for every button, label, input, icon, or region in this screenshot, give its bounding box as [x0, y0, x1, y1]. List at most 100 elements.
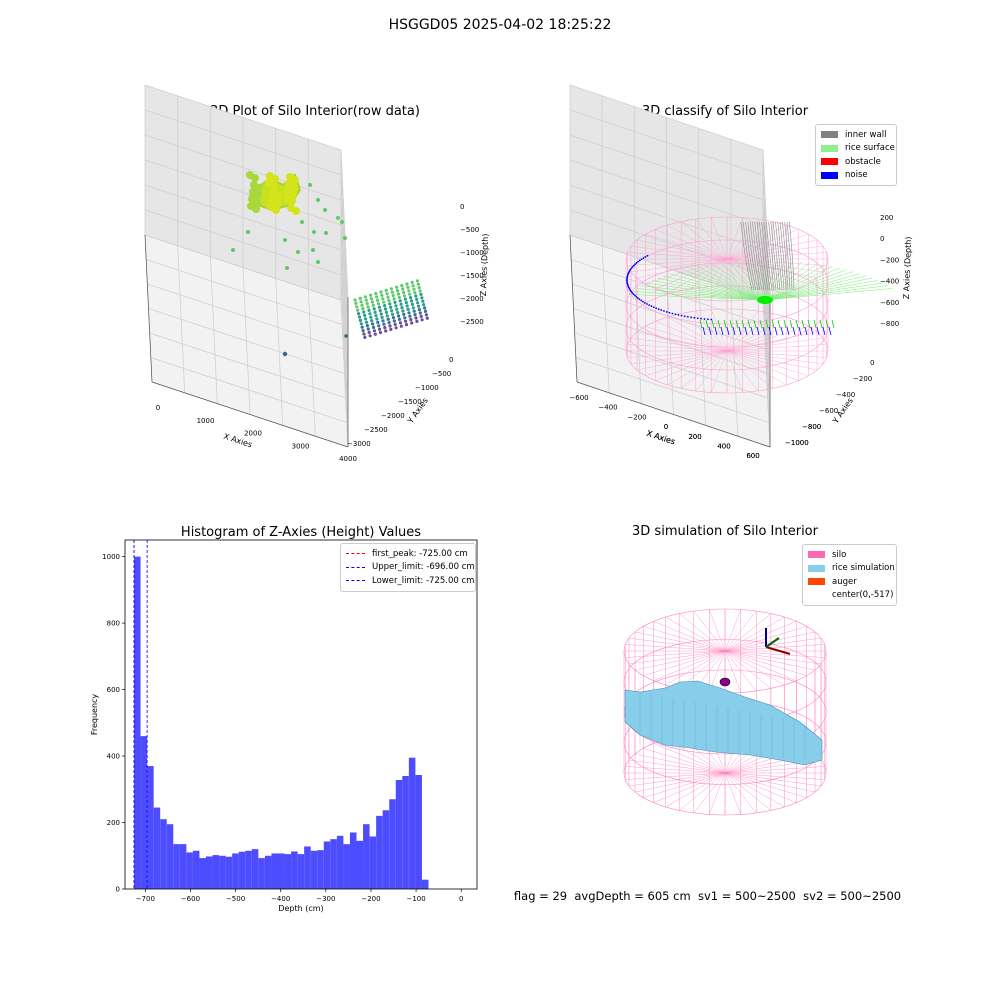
- surface-stroke: [786, 326, 790, 336]
- raw-point: [379, 312, 383, 316]
- inner-wall-line: [770, 221, 779, 291]
- legend-item-first-peak: first_peak: -725.00 cm: [346, 547, 470, 561]
- silo-spoke: [724, 772, 825, 780]
- inner-wall-line: [747, 221, 759, 291]
- surface-stroke: [816, 326, 820, 336]
- silo-spoke: [724, 621, 797, 652]
- raw-point: [382, 322, 386, 326]
- histogram-bar: [160, 819, 167, 889]
- raw-point: [373, 310, 377, 314]
- grid-line: [340, 149, 349, 298]
- raw-point: [415, 319, 419, 323]
- surface-stroke: [822, 326, 826, 336]
- raw-point: [383, 304, 387, 308]
- z-axis-label: Z Axies (Depth): [479, 233, 490, 296]
- histogram-bar: [134, 556, 141, 889]
- x-tick-label: −200: [361, 895, 380, 903]
- y-tick-label: −1500: [398, 398, 422, 406]
- silo-spoke: [724, 610, 757, 652]
- silo-spoke: [693, 772, 726, 814]
- raw-point: [393, 322, 397, 326]
- rice-surface-line: [651, 280, 766, 301]
- silo-spoke: [724, 772, 741, 815]
- raw-point: [418, 289, 422, 293]
- x-tick-label: 0: [459, 895, 463, 903]
- raw-point: [340, 220, 344, 224]
- axis-line: [688, 420, 771, 448]
- raw-point: [383, 326, 387, 330]
- raw-point: [343, 236, 347, 240]
- raw-point: [410, 302, 414, 306]
- raw-point: [358, 296, 362, 300]
- legend-swatch: [808, 578, 825, 586]
- inner-wall-line: [761, 221, 771, 291]
- noise-point: [626, 278, 628, 281]
- raw-point: [353, 298, 357, 302]
- raw-point: [357, 312, 361, 316]
- surface-stroke: [750, 326, 754, 336]
- surface-stroke: [717, 319, 721, 329]
- rice-surface-line: [764, 285, 888, 301]
- rice-surface-line: [682, 269, 766, 301]
- grid-line: [144, 84, 342, 151]
- silo-spoke: [724, 766, 825, 774]
- raw-point: [393, 300, 397, 304]
- silo-spoke: [726, 313, 773, 352]
- x-axis-label: X Axies: [645, 429, 676, 447]
- raw-point: [368, 334, 372, 338]
- x-axis-label: Depth (cm): [278, 904, 323, 913]
- silo-spoke: [726, 350, 827, 358]
- rice-surface-line: [704, 264, 766, 301]
- silo-spoke: [665, 772, 726, 808]
- rice-surface-line: [669, 273, 766, 301]
- raw-point: [397, 295, 401, 299]
- silo-spoke: [726, 258, 787, 294]
- silo-spoke: [625, 772, 726, 780]
- histogram-plot[interactable]: Histogram of Z-Axies (Height) Values −700…: [0, 500, 500, 920]
- noise-point: [635, 262, 638, 264]
- grid-line: [144, 234, 342, 301]
- x-tick-label: −200: [627, 420, 646, 421]
- inner-wall-line: [754, 221, 765, 291]
- silo-spoke: [711, 217, 728, 260]
- y-tick-label: −1000: [415, 384, 439, 392]
- z-tick-label: −1500: [460, 272, 484, 280]
- raw-point: [377, 305, 381, 309]
- raw-point: [366, 327, 370, 331]
- raw-point: [381, 319, 385, 323]
- histogram-bar: [271, 853, 278, 889]
- raw-point: [356, 308, 360, 312]
- raw-point: [357, 315, 362, 319]
- histogram-bar: [323, 841, 331, 889]
- noise-point: [626, 281, 629, 283]
- inner-wall-line: [775, 221, 783, 291]
- raw-point: [385, 314, 389, 318]
- silo-spoke: [726, 258, 743, 301]
- raw-point: [364, 317, 368, 321]
- x-tick-label: 0: [664, 423, 668, 431]
- x-tick-label: 200: [688, 433, 701, 441]
- silo-spoke: [724, 772, 785, 808]
- raw-point: [386, 295, 390, 299]
- raw-point: [404, 323, 409, 327]
- noise-point: [668, 311, 671, 314]
- surface-stroke: [723, 319, 727, 329]
- raw-point: [291, 176, 299, 184]
- silo-spoke: [645, 326, 728, 352]
- silo-spoke: [711, 350, 728, 393]
- histogram-bar: [251, 849, 259, 889]
- y-tick-label: 0: [449, 356, 453, 364]
- rice-surface-line: [764, 264, 826, 301]
- z-tick-label: −2500: [460, 318, 484, 326]
- histogram-bar: [199, 858, 207, 889]
- axis-line: [569, 234, 578, 383]
- silo-spoke: [726, 239, 818, 260]
- noise-point: [633, 294, 636, 297]
- raw-point: [312, 230, 316, 234]
- silo-spoke: [679, 772, 726, 811]
- raw-point: [416, 304, 421, 308]
- raw-point: [365, 302, 369, 306]
